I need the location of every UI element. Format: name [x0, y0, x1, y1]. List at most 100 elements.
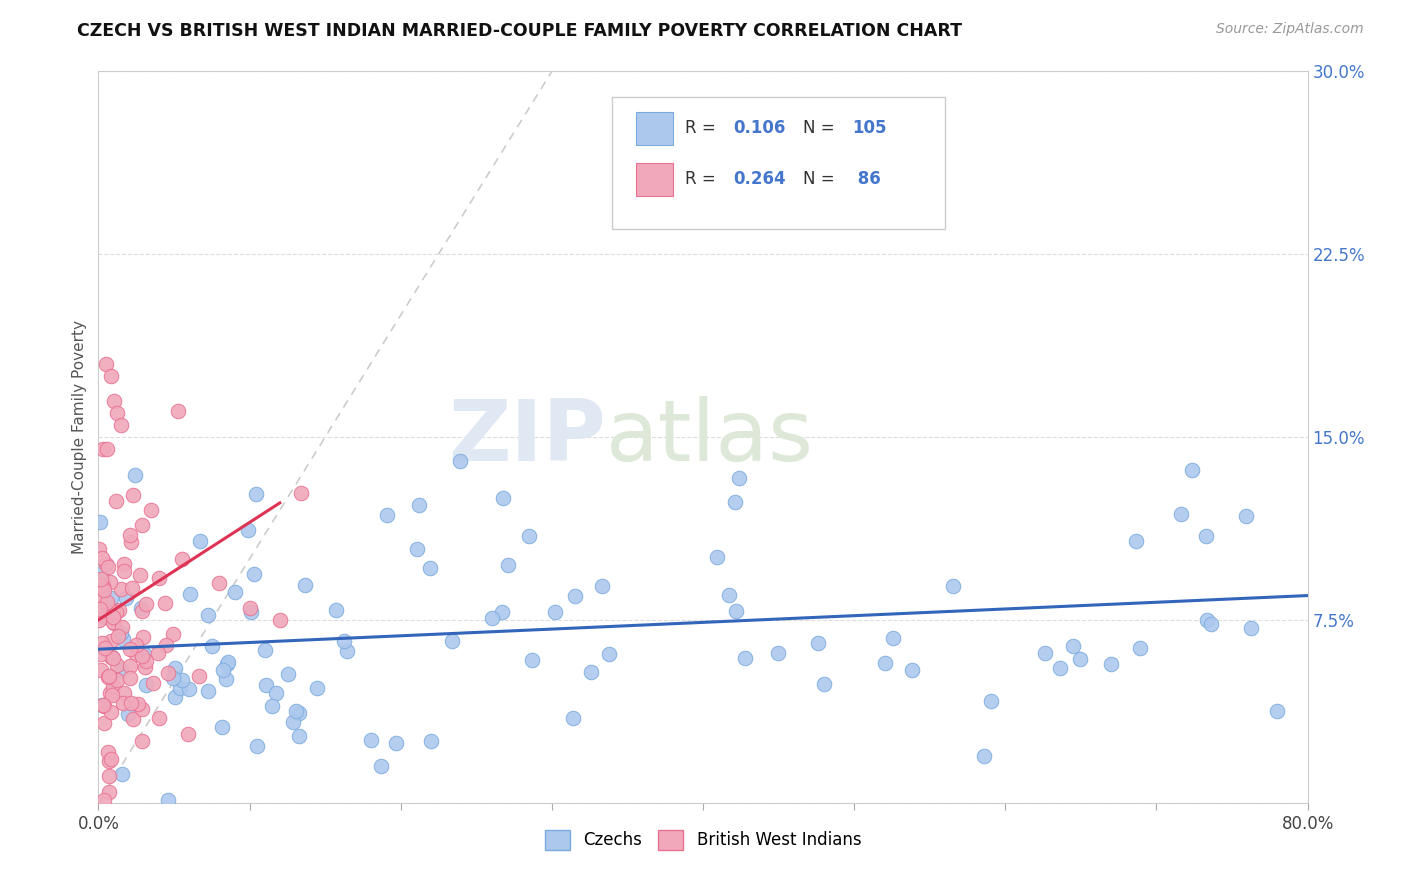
Point	[112, 696, 135, 710]
Point	[90, 698, 112, 713]
Point	[598, 647, 620, 661]
Point	[112, 557, 135, 571]
Point	[135, 654, 157, 668]
Point	[517, 529, 540, 543]
Text: 0.106: 0.106	[734, 119, 786, 136]
Point	[942, 578, 965, 592]
Point	[112, 564, 135, 578]
Point	[93, 608, 115, 623]
Point	[97, 769, 120, 783]
Point	[408, 498, 430, 512]
Point	[103, 615, 125, 629]
Point	[900, 663, 922, 677]
Point	[110, 582, 132, 596]
Point	[243, 566, 266, 581]
Point	[294, 578, 316, 592]
Point	[177, 681, 200, 696]
Point	[101, 650, 124, 665]
Point	[155, 638, 177, 652]
Point	[405, 541, 427, 556]
Point	[131, 649, 153, 664]
Text: Source: ZipAtlas.com: Source: ZipAtlas.com	[1216, 22, 1364, 37]
Text: R =: R =	[685, 169, 721, 188]
Point	[579, 665, 602, 679]
Point	[89, 515, 111, 529]
Point	[97, 670, 120, 684]
Point	[120, 696, 142, 710]
Point	[491, 605, 513, 619]
Point	[813, 677, 835, 691]
Point	[882, 631, 904, 645]
Point	[100, 705, 122, 719]
Point	[118, 528, 141, 542]
Point	[122, 712, 145, 726]
Point	[135, 597, 157, 611]
Point	[111, 620, 134, 634]
Point	[561, 711, 583, 725]
Point	[973, 749, 995, 764]
Point	[246, 739, 269, 753]
Point	[591, 579, 613, 593]
Point	[269, 613, 291, 627]
Point	[419, 734, 441, 748]
Point	[100, 634, 122, 648]
Point	[224, 585, 246, 599]
Point	[103, 393, 125, 408]
Bar	[637, 112, 672, 145]
Point	[211, 663, 233, 677]
Point	[156, 665, 179, 680]
Text: 86: 86	[852, 169, 880, 188]
Point	[544, 606, 567, 620]
Point	[89, 602, 111, 616]
Bar	[637, 163, 672, 195]
Point	[1181, 463, 1204, 477]
Point	[1195, 529, 1218, 543]
Point	[1265, 704, 1288, 718]
Point	[89, 541, 111, 556]
Point	[148, 646, 170, 660]
Point	[162, 627, 184, 641]
Point	[93, 582, 115, 597]
Point	[110, 625, 132, 640]
Point	[96, 595, 118, 609]
Point	[157, 793, 180, 807]
Point	[122, 488, 145, 502]
Point	[245, 486, 267, 500]
Point	[115, 591, 138, 606]
Point	[94, 609, 117, 624]
Point	[807, 635, 830, 649]
Point	[93, 793, 115, 807]
Point	[724, 604, 747, 618]
Point	[305, 681, 328, 695]
Point	[169, 681, 191, 695]
Point	[125, 648, 148, 662]
Point	[98, 686, 121, 700]
Point	[90, 572, 112, 586]
Point	[284, 704, 307, 718]
Point	[449, 454, 471, 468]
Point	[117, 706, 139, 721]
Point	[121, 535, 143, 549]
Text: N =: N =	[803, 119, 841, 136]
Point	[1069, 652, 1091, 666]
Point	[89, 663, 111, 677]
Point	[1170, 508, 1192, 522]
Point	[131, 734, 153, 748]
Point	[100, 752, 122, 766]
Point	[90, 578, 112, 592]
Point	[419, 561, 441, 575]
Point	[375, 508, 398, 522]
Point	[197, 684, 219, 698]
Point	[101, 651, 124, 665]
Point	[564, 589, 586, 603]
Point	[197, 607, 219, 622]
Legend: Czechs, British West Indians: Czechs, British West Indians	[538, 823, 868, 856]
Point	[110, 664, 132, 678]
Point	[167, 404, 190, 418]
Text: CZECH VS BRITISH WEST INDIAN MARRIED-COUPLE FAMILY POVERTY CORRELATION CHART: CZECH VS BRITISH WEST INDIAN MARRIED-COU…	[77, 22, 962, 40]
Point	[491, 491, 513, 505]
Point	[135, 678, 157, 692]
Point	[101, 610, 124, 624]
Point	[91, 551, 114, 566]
Point	[104, 494, 127, 508]
